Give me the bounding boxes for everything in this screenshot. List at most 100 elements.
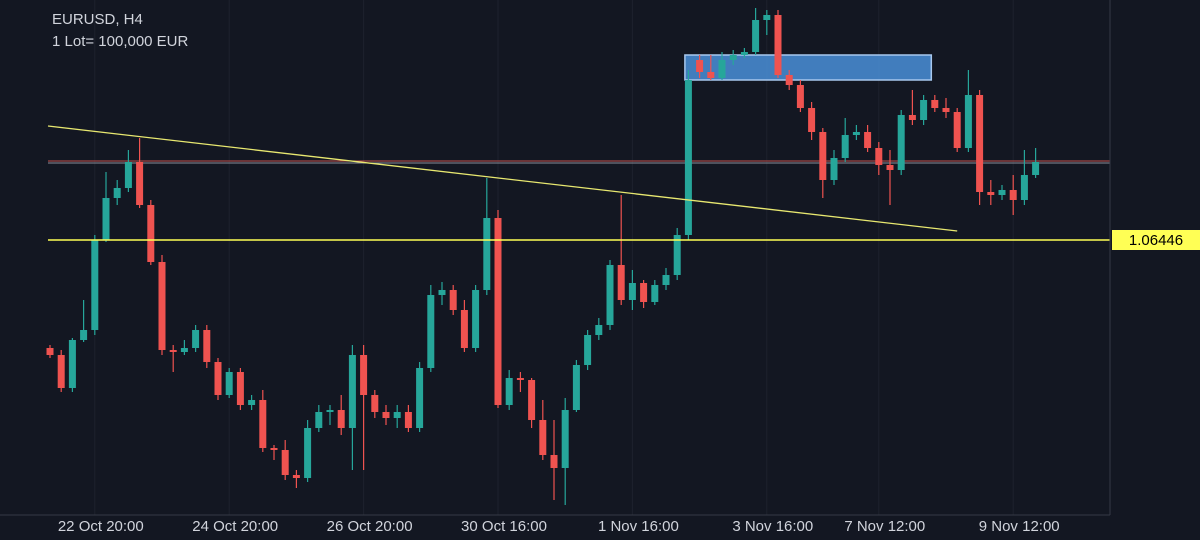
x-tick-label: 24 Oct 20:00 — [192, 518, 278, 535]
candle-body — [91, 240, 99, 330]
candle-body — [584, 335, 592, 365]
candle-body — [920, 100, 928, 120]
candle-body — [852, 132, 860, 135]
candle-body — [225, 372, 233, 395]
candle-body — [740, 52, 748, 55]
candle-body — [830, 158, 838, 180]
candle-body — [931, 100, 939, 108]
candle-body — [124, 162, 132, 188]
x-tick-label: 22 Oct 20:00 — [58, 518, 144, 535]
candle-body — [1020, 175, 1028, 200]
candle-body — [640, 283, 648, 302]
candle-body — [136, 162, 144, 205]
candle-body — [315, 412, 323, 428]
candle-body — [595, 325, 603, 335]
x-tick-label: 7 Nov 12:00 — [844, 518, 925, 535]
level-label: 1.06446 — [1129, 232, 1183, 249]
candle-body — [382, 412, 390, 418]
candle-body — [617, 265, 625, 300]
candle-body — [886, 165, 894, 170]
candle-body — [516, 378, 524, 380]
candle-body — [550, 455, 558, 468]
candle-body — [483, 218, 491, 290]
x-tick-label: 26 Oct 20:00 — [327, 518, 413, 535]
candle-body — [808, 108, 816, 132]
candle-body — [449, 290, 457, 310]
candle-body — [259, 400, 267, 448]
candle-body — [662, 275, 670, 285]
candle-body — [427, 295, 435, 368]
candle-body — [404, 412, 412, 428]
candle-body — [270, 448, 278, 450]
candle-body — [528, 380, 536, 420]
candle-body — [942, 108, 950, 112]
candle-body — [337, 410, 345, 428]
candle-body — [460, 310, 468, 348]
candle-body — [292, 475, 300, 478]
candle-body — [472, 290, 480, 348]
candle-body — [572, 365, 580, 410]
candle-body — [561, 410, 569, 468]
supply-zone — [684, 54, 933, 81]
candle-body — [628, 283, 636, 300]
candle-body — [180, 348, 188, 352]
candle-body — [539, 420, 547, 455]
candle-body — [494, 218, 502, 405]
candle-body — [819, 132, 827, 180]
candle-body — [236, 372, 244, 405]
candle-body — [908, 115, 916, 120]
level-label-box — [1112, 230, 1200, 250]
candle-body — [57, 355, 65, 388]
candle-body — [1032, 162, 1040, 175]
candle-body — [348, 355, 356, 428]
candle-body — [673, 235, 681, 275]
candle-body — [147, 205, 155, 262]
candle-body — [763, 15, 771, 20]
candle-body — [113, 188, 121, 198]
x-tick-label: 1 Nov 16:00 — [598, 518, 679, 535]
candle-body — [651, 285, 659, 302]
candle-body — [752, 20, 760, 52]
candle-body — [998, 190, 1006, 195]
candle-body — [897, 115, 905, 170]
candle-body — [326, 410, 334, 412]
x-tick-label: 3 Nov 16:00 — [732, 518, 813, 535]
candle-body — [214, 362, 222, 395]
trendline — [47, 125, 958, 232]
candle-body — [718, 60, 726, 78]
candle-body — [360, 355, 368, 395]
candle-body — [774, 15, 782, 75]
candle-body — [248, 400, 256, 405]
chart-subtitle: 1 Lot= 100,000 EUR — [52, 33, 189, 50]
candle-body — [80, 330, 88, 340]
candle-body — [864, 132, 872, 148]
candle-body — [192, 330, 200, 348]
candle-body — [987, 192, 995, 195]
candle-body — [203, 330, 211, 362]
candle-body — [964, 95, 972, 148]
candle-body — [875, 148, 883, 165]
chart-title: EURUSD, H4 — [52, 11, 143, 28]
x-tick-label: 9 Nov 12:00 — [979, 518, 1060, 535]
candle-body — [438, 290, 446, 295]
candle-body — [696, 60, 704, 72]
candle-body — [158, 262, 166, 350]
candle-body — [416, 368, 424, 428]
candle-body — [796, 85, 804, 108]
candle-body — [841, 135, 849, 158]
candle-body — [371, 395, 379, 412]
candle-body — [304, 428, 312, 478]
candle-body — [505, 378, 513, 405]
candle-body — [729, 55, 737, 60]
x-tick-label: 30 Oct 16:00 — [461, 518, 547, 535]
candle-body — [1009, 190, 1017, 200]
candle-body — [393, 412, 401, 418]
candle-body — [976, 95, 984, 192]
candle-body — [169, 350, 177, 352]
candle-body — [785, 75, 793, 85]
candle-body — [684, 80, 692, 235]
candle-body — [102, 198, 110, 240]
candle-body — [68, 340, 76, 388]
